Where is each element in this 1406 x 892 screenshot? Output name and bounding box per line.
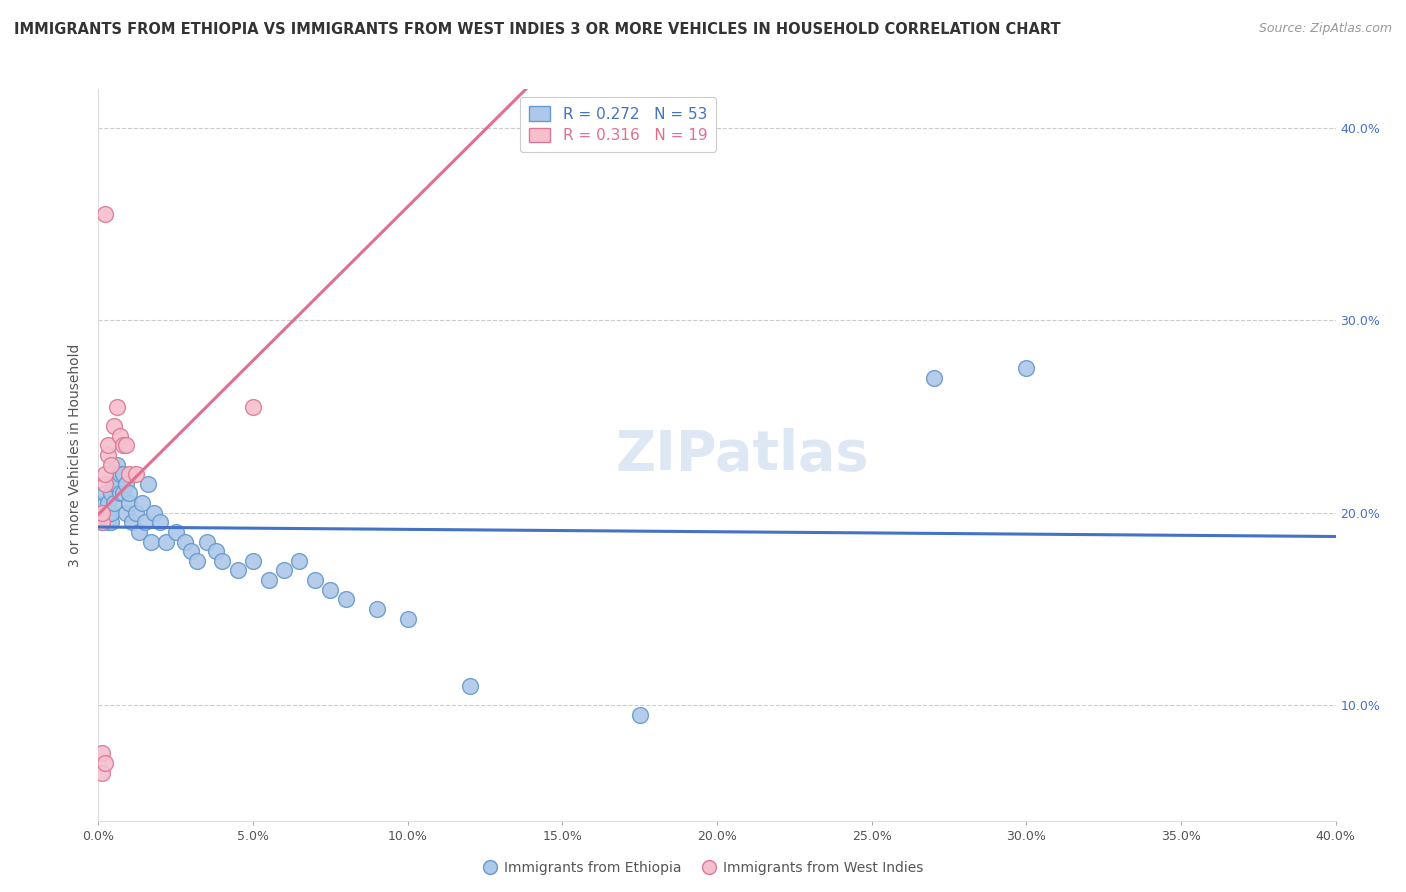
Point [90, 516, 112, 530]
Point [108, 486, 131, 500]
Point [97, 438, 120, 452]
Point [90, 765, 112, 780]
Point [108, 467, 131, 482]
Point [226, 563, 249, 577]
Point [288, 554, 311, 568]
Point [100, 516, 122, 530]
Point [90, 506, 112, 520]
Point [90, 506, 112, 520]
Point [242, 400, 264, 414]
Point [115, 476, 138, 491]
Point [139, 534, 162, 549]
Point [186, 554, 208, 568]
Point [118, 467, 141, 482]
Point [115, 438, 138, 452]
Point [93, 467, 115, 482]
Point [90, 746, 112, 760]
Point [93, 486, 115, 500]
Point [165, 524, 187, 539]
Point [118, 486, 141, 500]
Point [242, 554, 264, 568]
Point [396, 611, 419, 625]
Point [112, 467, 135, 482]
Point [105, 400, 128, 414]
Point [1015, 361, 1038, 376]
Point [97, 496, 120, 510]
Point [134, 516, 156, 530]
Point [100, 486, 122, 500]
Text: IMMIGRANTS FROM ETHIOPIA VS IMMIGRANTS FROM WEST INDIES 3 OR MORE VEHICLES IN HO: IMMIGRANTS FROM ETHIOPIA VS IMMIGRANTS F… [14, 22, 1060, 37]
Point [143, 506, 166, 520]
Text: Source: ZipAtlas.com: Source: ZipAtlas.com [1258, 22, 1392, 36]
Point [100, 458, 122, 472]
Point [100, 506, 122, 520]
Point [97, 516, 120, 530]
Point [124, 506, 146, 520]
Point [108, 428, 131, 442]
Legend: R = 0.272   N = 53, R = 0.316   N = 19: R = 0.272 N = 53, R = 0.316 N = 19 [520, 97, 717, 153]
Y-axis label: 3 or more Vehicles in Household: 3 or more Vehicles in Household [69, 343, 83, 566]
Point [124, 467, 146, 482]
Point [105, 458, 128, 472]
Point [205, 544, 228, 558]
Point [118, 496, 141, 510]
Point [112, 486, 135, 500]
Point [180, 544, 202, 558]
Legend: Immigrants from Ethiopia, Immigrants from West Indies: Immigrants from Ethiopia, Immigrants fro… [477, 855, 929, 880]
Point [103, 496, 125, 510]
Point [103, 419, 125, 434]
Point [93, 756, 115, 770]
Point [112, 438, 135, 452]
Point [115, 506, 138, 520]
Point [93, 207, 115, 221]
Point [366, 602, 388, 616]
Point [121, 516, 143, 530]
Point [128, 524, 150, 539]
Point [93, 476, 115, 491]
Point [628, 707, 651, 722]
Point [155, 534, 177, 549]
Point [304, 573, 326, 587]
Point [257, 573, 280, 587]
Point [922, 371, 945, 385]
Point [105, 476, 128, 491]
Point [93, 496, 115, 510]
Point [136, 476, 159, 491]
Point [319, 582, 342, 597]
Point [195, 534, 218, 549]
Text: ZIPatlas: ZIPatlas [614, 428, 869, 482]
Point [97, 506, 120, 520]
Point [131, 496, 153, 510]
Point [103, 476, 125, 491]
Point [211, 554, 233, 568]
Point [174, 534, 197, 549]
Point [335, 592, 357, 607]
Point [149, 516, 172, 530]
Point [90, 516, 112, 530]
Point [97, 448, 120, 462]
Point [458, 679, 481, 693]
Point [273, 563, 295, 577]
